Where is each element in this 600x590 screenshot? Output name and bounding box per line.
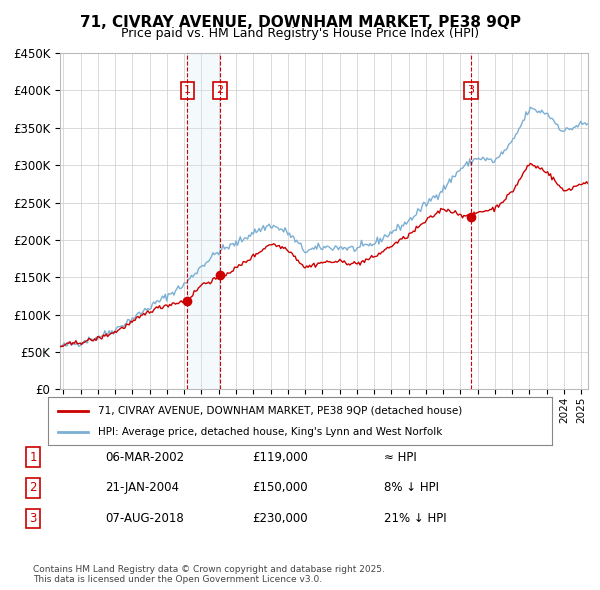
Text: HPI: Average price, detached house, King's Lynn and West Norfolk: HPI: Average price, detached house, King… (98, 427, 443, 437)
Text: 07-AUG-2018: 07-AUG-2018 (105, 512, 184, 525)
Text: Contains HM Land Registry data © Crown copyright and database right 2025.
This d: Contains HM Land Registry data © Crown c… (33, 565, 385, 584)
Text: 1: 1 (184, 86, 191, 96)
Text: £150,000: £150,000 (252, 481, 308, 494)
Text: 3: 3 (467, 86, 474, 96)
Text: 2: 2 (29, 481, 37, 494)
Text: 2: 2 (216, 86, 223, 96)
Bar (187, 53, 220, 389)
Text: 21% ↓ HPI: 21% ↓ HPI (384, 512, 446, 525)
Text: Price paid vs. HM Land Registry's House Price Index (HPI): Price paid vs. HM Land Registry's House … (121, 27, 479, 40)
Text: 21-JAN-2004: 21-JAN-2004 (105, 481, 179, 494)
Text: 71, CIVRAY AVENUE, DOWNHAM MARKET, PE38 9QP (detached house): 71, CIVRAY AVENUE, DOWNHAM MARKET, PE38 … (98, 405, 463, 415)
Text: 8% ↓ HPI: 8% ↓ HPI (384, 481, 439, 494)
Text: 3: 3 (29, 512, 37, 525)
Text: £119,000: £119,000 (252, 451, 308, 464)
Text: ≈ HPI: ≈ HPI (384, 451, 417, 464)
Text: £230,000: £230,000 (252, 512, 308, 525)
Text: 1: 1 (29, 451, 37, 464)
Text: 71, CIVRAY AVENUE, DOWNHAM MARKET, PE38 9QP: 71, CIVRAY AVENUE, DOWNHAM MARKET, PE38 … (79, 15, 521, 30)
Text: 06-MAR-2002: 06-MAR-2002 (105, 451, 184, 464)
